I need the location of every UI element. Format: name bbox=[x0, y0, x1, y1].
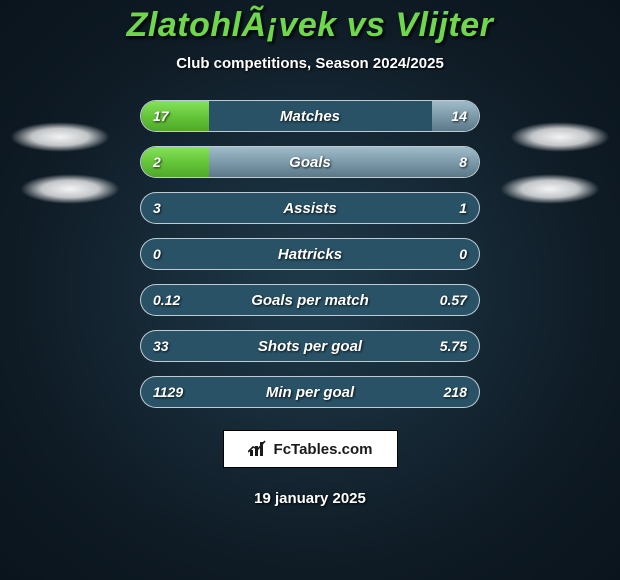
stat-row: 1714Matches bbox=[140, 100, 480, 132]
stat-row: 00Hattricks bbox=[140, 238, 480, 270]
watermark-text: FcTables.com bbox=[274, 441, 373, 458]
comparison-title: ZlatohlÃ¡vek vs Vlijter bbox=[127, 6, 494, 45]
stat-label: Goals per match bbox=[141, 292, 479, 309]
date-label: 19 january 2025 bbox=[254, 490, 366, 507]
spotlight-decoration bbox=[20, 174, 120, 204]
watermark-badge: FcTables.com bbox=[223, 430, 398, 468]
stat-label: Matches bbox=[141, 108, 479, 125]
stat-row: 335.75Shots per goal bbox=[140, 330, 480, 362]
spotlight-decoration bbox=[500, 174, 600, 204]
chart-container: ZlatohlÃ¡vek vs Vlijter Club competition… bbox=[0, 0, 620, 580]
stat-row: 0.120.57Goals per match bbox=[140, 284, 480, 316]
stat-rows: 1714Matches 28Goals 31Assists 00Hattricks 0.… bbox=[140, 100, 480, 408]
stat-label: Hattricks bbox=[141, 246, 479, 263]
stat-label: Assists bbox=[141, 200, 479, 217]
stat-row: 31Assists bbox=[140, 192, 480, 224]
stat-row: 1129218Min per goal bbox=[140, 376, 480, 408]
stat-row: 28Goals bbox=[140, 146, 480, 178]
stat-label: Goals bbox=[141, 154, 479, 171]
spotlight-decoration bbox=[10, 122, 110, 152]
comparison-subtitle: Club competitions, Season 2024/2025 bbox=[176, 55, 444, 72]
chart-icon bbox=[248, 440, 268, 458]
stat-label: Shots per goal bbox=[141, 338, 479, 355]
spotlight-decoration bbox=[510, 122, 610, 152]
stat-label: Min per goal bbox=[141, 384, 479, 401]
